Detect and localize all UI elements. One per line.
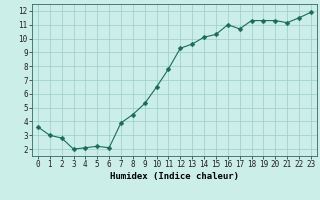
- X-axis label: Humidex (Indice chaleur): Humidex (Indice chaleur): [110, 172, 239, 181]
